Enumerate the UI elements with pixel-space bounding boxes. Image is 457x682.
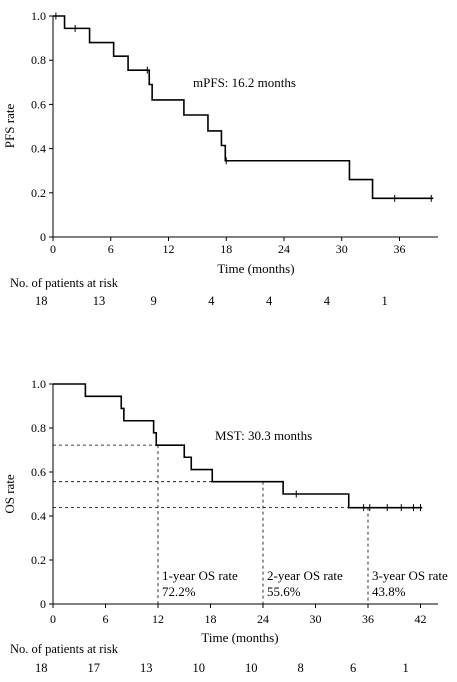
os-x-tick-label: 12 <box>152 612 164 626</box>
os-panel: MST: 30.3 months Time (months) OS rate N… <box>2 377 448 675</box>
pfs-risk-count: 4 <box>208 294 215 308</box>
os-risk-count: 18 <box>35 661 48 675</box>
pfs-y-tick-label: 0.6 <box>31 97 46 111</box>
os-x-tick-label: 42 <box>415 612 427 626</box>
pfs-risk-count: 13 <box>93 294 106 308</box>
pfs-risk-count: 1 <box>382 294 388 308</box>
os-x-tick-label: 6 <box>103 612 109 626</box>
pfs-risk-label: No. of patients at risk <box>10 276 119 290</box>
os-y-tick-label: 0.6 <box>31 465 46 479</box>
os-reference-rate-label: 2-year OS rate <box>267 568 343 583</box>
os-y-tick-label: 0.2 <box>31 553 46 567</box>
os-risk-count: 10 <box>193 661 206 675</box>
pfs-y-tick-label: 0.4 <box>31 142 46 156</box>
pfs-annotation: mPFS: 16.2 months <box>193 75 296 90</box>
pfs-x-axis-title: Time (months) <box>217 261 294 276</box>
pfs-x-tick-label: 36 <box>394 242 406 256</box>
pfs-x-tick-label: 30 <box>336 242 348 256</box>
pfs-risk-count: 18 <box>35 294 48 308</box>
pfs-risk-count: 4 <box>266 294 273 308</box>
pfs-x-tick-label: 0 <box>50 242 56 256</box>
pfs-x-tick-label: 6 <box>108 242 114 256</box>
pfs-y-tick-label: 0.8 <box>31 53 46 67</box>
os-x-tick-label: 18 <box>205 612 217 626</box>
os-reference-rate-label: 3-year OS rate <box>372 568 448 583</box>
os-x-tick-label: 24 <box>257 612 269 626</box>
os-risk-count: 1 <box>403 661 409 675</box>
os-risk-count: 6 <box>350 661 356 675</box>
os-risk-count: 8 <box>298 661 304 675</box>
pfs-survival-curve <box>53 15 434 200</box>
os-x-tick-label: 0 <box>50 612 56 626</box>
pfs-y-tick-label: 1.0 <box>31 9 46 23</box>
pfs-y-tick-label: 0 <box>40 230 46 244</box>
os-risk-count: 17 <box>88 661 101 675</box>
os-x-tick-label: 30 <box>310 612 322 626</box>
os-survival-curve <box>53 383 423 509</box>
pfs-y-axis-title: PFS rate <box>2 104 17 149</box>
os-reference-rate-value: 55.6% <box>267 584 301 599</box>
os-y-tick-label: 1.0 <box>31 377 46 391</box>
os-reference-rate-label: 1-year OS rate <box>162 568 238 583</box>
os-y-axis-title: OS rate <box>2 474 17 514</box>
pfs-y-tick-label: 0.2 <box>31 186 46 200</box>
pfs-risk-count: 4 <box>324 294 331 308</box>
os-risk-count: 13 <box>140 661 153 675</box>
os-risk-count: 10 <box>245 661 258 675</box>
pfs-x-tick-label: 18 <box>220 242 232 256</box>
os-x-tick-label: 36 <box>362 612 374 626</box>
os-annotation: MST: 30.3 months <box>215 428 312 443</box>
os-y-tick-label: 0.8 <box>31 421 46 435</box>
pfs-risk-count: 9 <box>151 294 157 308</box>
os-x-axis-title: Time (months) <box>201 630 278 645</box>
os-reference-rate-value: 43.8% <box>372 584 406 599</box>
pfs-x-tick-label: 12 <box>163 242 175 256</box>
os-y-tick-label: 0 <box>40 597 46 611</box>
os-reference-rate-value: 72.2% <box>162 584 196 599</box>
pfs-x-tick-label: 24 <box>278 242 290 256</box>
os-risk-label: No. of patients at risk <box>10 642 119 656</box>
os-y-tick-label: 0.4 <box>31 509 46 523</box>
pfs-panel: mPFS: 16.2 months Time (months) PFS rate… <box>2 9 438 308</box>
